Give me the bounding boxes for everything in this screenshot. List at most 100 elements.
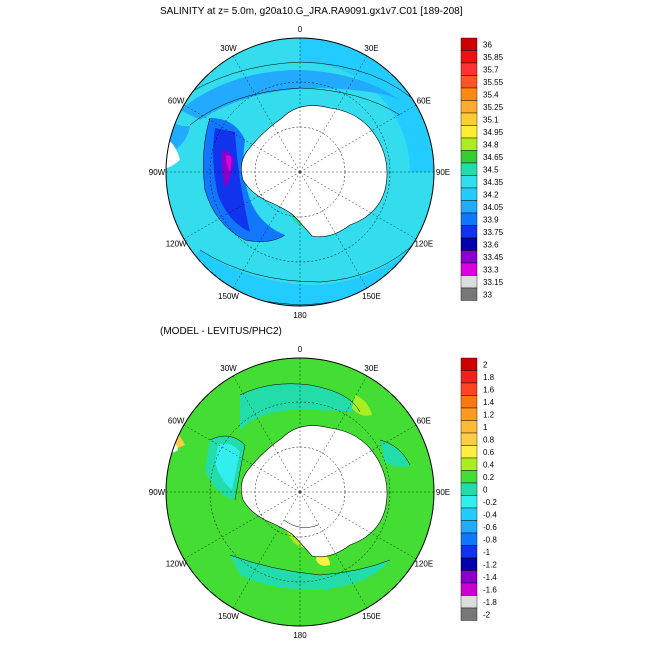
colorbar-level-label: 1.4 bbox=[483, 398, 495, 407]
longitude-label: 30E bbox=[364, 364, 378, 373]
colorbar-level-label: 35.55 bbox=[483, 78, 504, 87]
colorbar-swatch bbox=[460, 570, 478, 584]
difference-longitude-labels: 0 30E 60E 90E 120E 150E 180 150W 120W 90W 60W 30W bbox=[149, 345, 450, 640]
colorbar-swatch bbox=[460, 237, 478, 251]
band-34-05 bbox=[180, 70, 400, 120]
longitude-label: 30E bbox=[364, 44, 378, 53]
longitude-label: 90W bbox=[149, 488, 166, 497]
longitude-label: 150W bbox=[218, 292, 239, 301]
colorbar-level-label: 33.15 bbox=[483, 278, 504, 287]
longitude-label: 60E bbox=[417, 97, 431, 106]
colorbar-level-label: 34.05 bbox=[483, 203, 504, 212]
longitude-label: 180 bbox=[293, 311, 307, 320]
colorbar-swatch bbox=[460, 250, 478, 264]
colorbar-level-label: 35.7 bbox=[483, 65, 499, 74]
colorbar-swatch bbox=[460, 520, 478, 534]
longitude-label: 30W bbox=[220, 44, 237, 53]
longitude-label: 0 bbox=[298, 25, 303, 34]
colorbar-level-label: 1.2 bbox=[483, 410, 495, 419]
colorbar-level-label: 34.35 bbox=[483, 178, 504, 187]
colorbar-swatch bbox=[460, 175, 478, 189]
diff-neg-04 bbox=[215, 443, 240, 490]
colorbar-swatch bbox=[460, 370, 478, 384]
longitude-label: 90E bbox=[436, 488, 450, 497]
colorbar-swatch bbox=[460, 125, 478, 139]
colorbar-swatch bbox=[460, 532, 478, 546]
fresh-band-33-3 bbox=[226, 155, 232, 172]
longitude-label: 0 bbox=[298, 345, 303, 354]
colorbar-swatch bbox=[460, 382, 478, 396]
colorbar-level-label: 0.2 bbox=[483, 473, 495, 482]
colorbar-swatch bbox=[460, 37, 478, 51]
antarctica-diff bbox=[241, 425, 388, 558]
colorbar-level-label: 34.95 bbox=[483, 128, 504, 137]
longitude-label: 120E bbox=[414, 560, 433, 569]
south-america-tip bbox=[166, 140, 180, 168]
colorbar-level-label: 0.8 bbox=[483, 435, 495, 444]
salinity-colorbar: 36 35.85 35.7 35.55 35.4 35.25 35.1 34.95 34.8 34… bbox=[460, 37, 504, 301]
colorbar-swatch bbox=[460, 87, 478, 101]
colorbar-level-label: 35.25 bbox=[483, 103, 504, 112]
diff-neg-02-east bbox=[380, 440, 410, 467]
salinity-map-border bbox=[165, 37, 435, 307]
colorbar-level-label: 33 bbox=[483, 290, 492, 299]
colorbar-swatch bbox=[460, 100, 478, 114]
difference-contours bbox=[209, 383, 411, 576]
colorbar-level-label: 33.6 bbox=[483, 240, 499, 249]
colorbar-level-label: 33.3 bbox=[483, 265, 499, 274]
colorbar-level-label: -1 bbox=[483, 548, 491, 557]
salinity-map: 0 30E 60E 90E 120E 150E 180 150W 120W 90W 60W 30W bbox=[149, 25, 450, 320]
colorbar-swatch bbox=[460, 470, 478, 484]
colorbar-level-label: 35.1 bbox=[483, 115, 499, 124]
colorbar-level-label: 1.8 bbox=[483, 373, 495, 382]
colorbar-swatch bbox=[460, 75, 478, 89]
colorbar-level-label: 0.4 bbox=[483, 460, 495, 469]
colorbar-level-label: 34.8 bbox=[483, 140, 499, 149]
colorbar-swatch bbox=[460, 187, 478, 201]
colorbar-level-label: 33.75 bbox=[483, 228, 504, 237]
colorbar-level-label: 34.2 bbox=[483, 190, 499, 199]
colorbar-swatch bbox=[460, 482, 478, 496]
difference-map-border bbox=[165, 357, 435, 627]
salinity-longitude-labels: 0 30E 60E 90E 120E 150E 180 150W 120W 90W 60W 30W bbox=[149, 25, 450, 320]
colorbar-level-label: -1.8 bbox=[483, 598, 497, 607]
colorbar-level-label: 35.85 bbox=[483, 53, 504, 62]
colorbar-level-label: 1 bbox=[483, 423, 488, 432]
colorbar-swatch bbox=[460, 507, 478, 521]
colorbar-level-label: -0.4 bbox=[483, 510, 497, 519]
difference-map: 0 30E 60E 90E 120E 150E 180 150W 120W 90W 60W 30W bbox=[149, 345, 450, 640]
colorbar-swatch bbox=[460, 445, 478, 459]
colorbar-swatch bbox=[460, 262, 478, 276]
colorbar-swatch bbox=[460, 137, 478, 151]
longitude-label: 60W bbox=[168, 417, 185, 426]
colorbar-level-label: 34.5 bbox=[483, 165, 499, 174]
longitude-label: 150W bbox=[218, 612, 239, 621]
longitude-label: 60W bbox=[168, 97, 185, 106]
colorbar-swatch bbox=[460, 607, 478, 621]
antarctica bbox=[241, 105, 388, 238]
diff-neg-02-south bbox=[230, 555, 390, 590]
longitude-label: 150E bbox=[362, 612, 381, 621]
colorbar-level-label: -1.2 bbox=[483, 560, 497, 569]
diff-pos-east bbox=[352, 395, 372, 416]
colorbar-level-label: 33.9 bbox=[483, 215, 499, 224]
longitude-label: 120W bbox=[166, 240, 187, 249]
band-34-2 bbox=[300, 38, 434, 172]
colorbar-level-label: 33.45 bbox=[483, 253, 504, 262]
top-panel-title: SALINITY at z= 5.0m, g20a10.G_JRA.RA9091… bbox=[160, 6, 463, 17]
colorbar-swatch bbox=[460, 200, 478, 214]
longitude-label: 90E bbox=[436, 168, 450, 177]
colorbar-swatch bbox=[460, 432, 478, 446]
colorbar-swatch bbox=[460, 407, 478, 421]
colorbar-swatch bbox=[460, 582, 478, 596]
colorbar-level-label: -0.2 bbox=[483, 498, 497, 507]
colorbar-swatch bbox=[460, 225, 478, 239]
longitude-label: 150E bbox=[362, 292, 381, 301]
colorbar-swatch bbox=[460, 162, 478, 176]
colorbar-level-label: 2 bbox=[483, 360, 488, 369]
longitude-label: 120E bbox=[414, 240, 433, 249]
longitude-label: 180 bbox=[293, 631, 307, 640]
colorbar-level-label: 36 bbox=[483, 40, 492, 49]
difference-colorbar: 2 1.8 1.6 1.4 1.2 1 0.8 0.6 0.4 0.2 0 -0.2 -0.4 -0.6 -… bbox=[460, 357, 497, 621]
